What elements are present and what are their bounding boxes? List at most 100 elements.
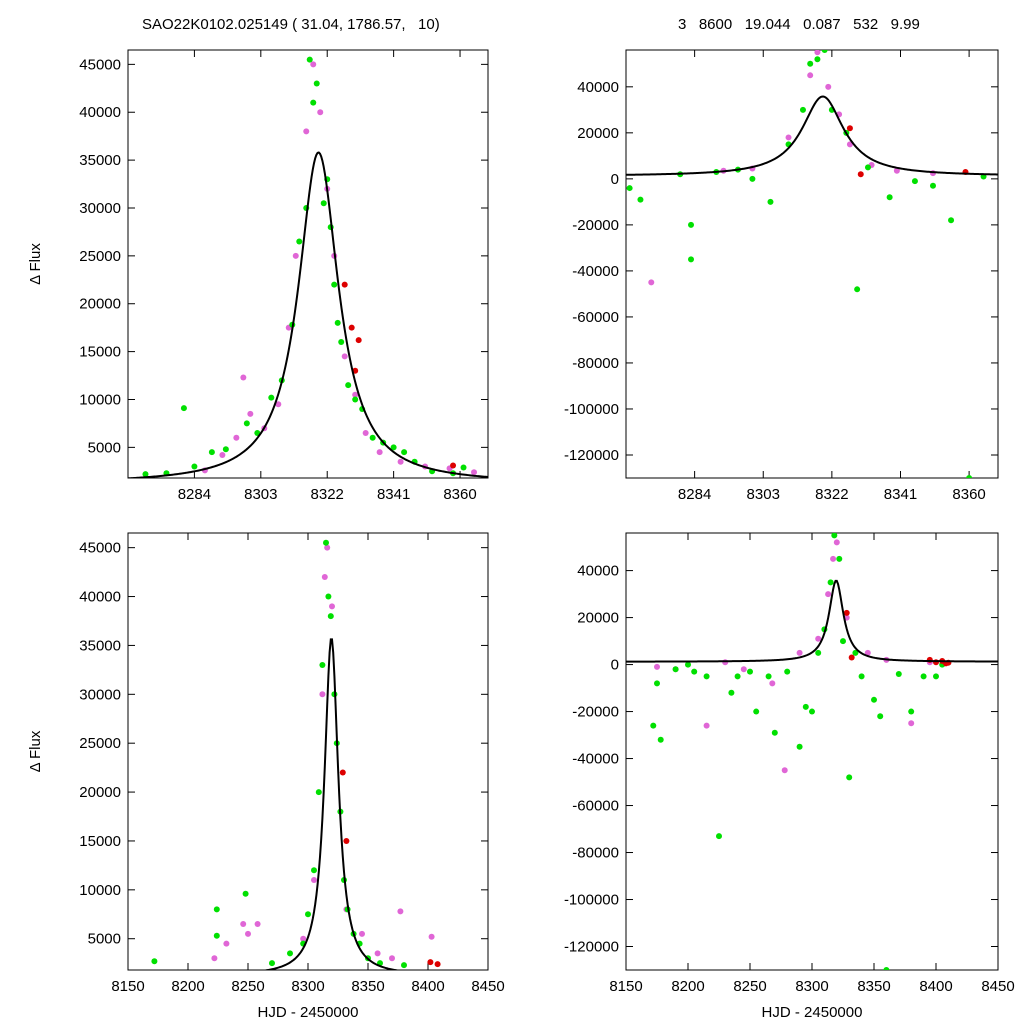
data-point-green [401, 449, 408, 456]
data-point-green [657, 736, 664, 743]
panel-bottom-left: 8150 8200 8250 8300 8350 8400 8450 5000 10000 150… [27, 532, 505, 1021]
data-point-green [637, 196, 644, 203]
data-point-red [450, 462, 457, 469]
data-points [626, 50, 987, 478]
y-tick-label: 20000 [577, 125, 619, 142]
data-point-red [343, 837, 350, 844]
y-tick-label: 45000 [79, 540, 121, 557]
model-fit-curve [626, 95, 998, 176]
data-point-green [908, 708, 915, 715]
data-point-magenta [781, 767, 788, 774]
data-point-green [626, 185, 633, 192]
data-point-green [323, 539, 329, 546]
y-tick-label: -60000 [572, 309, 619, 326]
y-tick-label: -80000 [572, 355, 619, 372]
data-point-green [864, 164, 871, 171]
data-point-magenta [303, 128, 310, 135]
data-point-green [242, 890, 249, 897]
x-tick-label: 8303 [244, 486, 277, 503]
data-points [650, 533, 952, 970]
data-point-magenta [211, 955, 218, 962]
data-point-green [268, 394, 275, 401]
data-point-magenta [240, 921, 247, 928]
x-axis-label: HJD - 2450000 [258, 1004, 359, 1021]
x-tick-label: 8200 [671, 978, 704, 995]
data-point-magenta [428, 933, 435, 940]
data-point-green [208, 449, 215, 456]
data-point-green [734, 673, 741, 680]
y-tick-label: -40000 [572, 751, 619, 768]
y-tick-label: 20000 [577, 610, 619, 627]
y-tick-label: -20000 [572, 217, 619, 234]
data-point-green [728, 689, 735, 696]
data-point-green [747, 668, 753, 675]
y-axis-label: Δ Flux [27, 243, 44, 285]
data-point-green [345, 382, 352, 389]
data-point-magenta [815, 635, 822, 642]
data-point-magenta [389, 955, 395, 962]
data-point-green [325, 593, 332, 600]
data-point-green [883, 967, 890, 970]
y-tick-label: 5000 [88, 931, 121, 948]
data-point-green [920, 673, 927, 680]
data-point-magenta [311, 877, 317, 884]
x-tick-label: 8400 [919, 978, 952, 995]
x-tick-label: 8341 [377, 486, 410, 503]
data-point-green [802, 703, 809, 710]
x-tick-label: 8303 [747, 486, 780, 503]
data-point-magenta [397, 908, 404, 915]
data-points [151, 539, 441, 969]
y-tick-label: 10000 [79, 882, 121, 899]
data-point-green [319, 661, 326, 668]
data-point-magenta [240, 374, 247, 381]
data-point-green [320, 200, 327, 207]
data-point-red [339, 769, 346, 776]
data-point-green [334, 319, 341, 326]
data-point-magenta [254, 921, 261, 928]
data-point-magenta [769, 680, 776, 687]
data-point-green [911, 178, 918, 185]
plot-frame [625, 532, 999, 971]
data-point-green [390, 444, 397, 451]
x-tick-label: 8360 [443, 486, 476, 503]
y-tick-label: 40000 [79, 589, 121, 606]
data-point-red [348, 324, 355, 331]
data-point-green [703, 673, 710, 680]
data-point-green [313, 80, 320, 87]
x-tick-label: 8300 [291, 978, 324, 995]
data-point-magenta [341, 353, 348, 360]
data-points [142, 56, 478, 478]
data-point-green [401, 962, 407, 969]
data-point-magenta [814, 50, 821, 56]
data-point-green [650, 722, 657, 729]
data-point-green [460, 464, 467, 471]
data-point-green [771, 729, 778, 736]
y-tick-label: 35000 [79, 637, 121, 654]
data-point-green [213, 932, 220, 939]
model-fit-curve [128, 151, 488, 478]
y-tick-label: -40000 [572, 263, 619, 280]
data-point-magenta [825, 591, 832, 598]
data-point-green [685, 661, 691, 668]
data-point-magenta [833, 539, 840, 546]
x-tick-label: 8322 [311, 486, 344, 503]
data-point-green [654, 680, 660, 687]
y-tick-label: 15000 [79, 344, 121, 361]
data-point-magenta [362, 429, 369, 436]
data-point-magenta [219, 452, 226, 459]
data-point-green [877, 713, 884, 720]
data-point-green [948, 217, 955, 224]
data-point-magenta [908, 720, 915, 727]
data-point-green [831, 533, 838, 539]
data-point-magenta [397, 458, 404, 465]
y-tick-label: -60000 [572, 798, 619, 815]
y-tick-label: 15000 [79, 833, 121, 850]
data-point-red [857, 171, 864, 178]
data-point-green [310, 99, 317, 106]
data-point-green [306, 56, 313, 63]
y-tick-label: 40000 [79, 104, 121, 121]
y-tick-label: 0 [611, 171, 619, 188]
x-tick-label: 8350 [351, 978, 384, 995]
data-point-green [338, 339, 345, 346]
